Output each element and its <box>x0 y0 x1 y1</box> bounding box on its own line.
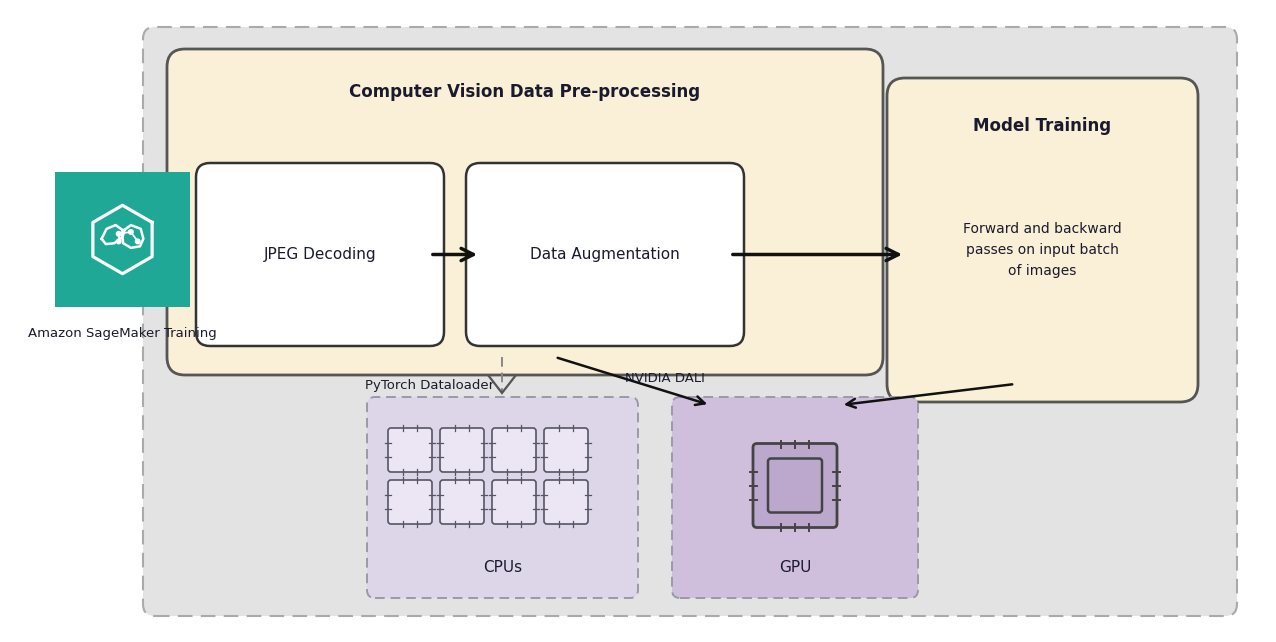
Text: Forward and backward
passes on input batch
of images: Forward and backward passes on input bat… <box>963 222 1122 277</box>
Text: Data Augmentation: Data Augmentation <box>530 247 680 262</box>
FancyBboxPatch shape <box>466 163 744 346</box>
FancyBboxPatch shape <box>753 444 837 528</box>
FancyBboxPatch shape <box>440 428 484 472</box>
FancyBboxPatch shape <box>388 428 433 472</box>
Text: Computer Vision Data Pre-processing: Computer Vision Data Pre-processing <box>350 83 701 101</box>
Text: Amazon SageMaker Training: Amazon SageMaker Training <box>28 327 217 340</box>
Circle shape <box>116 239 121 244</box>
FancyBboxPatch shape <box>197 163 444 346</box>
Text: CPUs: CPUs <box>482 560 522 575</box>
Text: PyTorch Dataloader: PyTorch Dataloader <box>365 379 494 392</box>
FancyBboxPatch shape <box>367 397 638 598</box>
FancyBboxPatch shape <box>768 458 822 512</box>
Circle shape <box>135 239 140 244</box>
Text: Model Training: Model Training <box>974 117 1111 135</box>
FancyBboxPatch shape <box>440 480 484 524</box>
FancyBboxPatch shape <box>887 78 1198 402</box>
FancyBboxPatch shape <box>388 480 433 524</box>
Circle shape <box>116 232 121 236</box>
Text: JPEG Decoding: JPEG Decoding <box>264 247 376 262</box>
Circle shape <box>129 230 133 234</box>
Text: GPU: GPU <box>778 560 812 575</box>
FancyBboxPatch shape <box>544 428 588 472</box>
FancyBboxPatch shape <box>493 428 536 472</box>
Text: NVIDIA DALI: NVIDIA DALI <box>625 372 704 385</box>
FancyBboxPatch shape <box>672 397 917 598</box>
FancyBboxPatch shape <box>167 49 883 375</box>
FancyBboxPatch shape <box>55 172 190 307</box>
FancyBboxPatch shape <box>544 480 588 524</box>
FancyBboxPatch shape <box>493 480 536 524</box>
FancyBboxPatch shape <box>143 27 1236 616</box>
